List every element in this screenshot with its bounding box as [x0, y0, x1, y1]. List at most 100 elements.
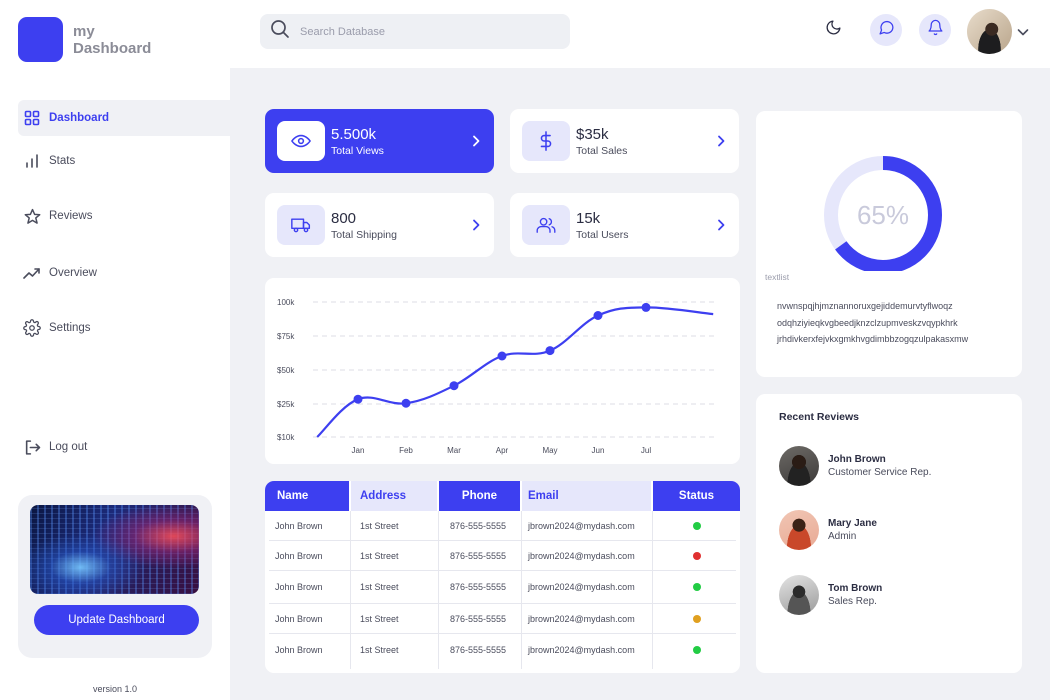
- logo-text: my Dashboard: [73, 23, 151, 57]
- sidebar-item-settings[interactable]: Settings: [18, 310, 230, 346]
- sidebar-item-dashboard[interactable]: Dashboard: [18, 100, 230, 136]
- cell-status: [653, 511, 740, 540]
- stat-value: 5.500k: [331, 125, 377, 143]
- stat-text: 15k Total Users: [576, 210, 629, 241]
- data-point[interactable]: [449, 381, 459, 391]
- column-divider: [438, 511, 439, 669]
- data-point[interactable]: [641, 302, 651, 312]
- chevron-right-icon[interactable]: [713, 133, 729, 149]
- table-row[interactable]: John Brown 1st Street 876-555-5555 jbrown20…: [269, 511, 736, 541]
- reviewer-name: John Brown: [828, 454, 886, 465]
- logout-button[interactable]: Log out: [18, 429, 230, 465]
- logo-mark: [18, 17, 63, 62]
- column-divider: [350, 511, 351, 669]
- column-divider: [652, 511, 653, 669]
- update-dashboard-button[interactable]: Update Dashboard: [34, 605, 199, 635]
- donut-chart: 65%: [824, 156, 942, 271]
- chevron-right-icon[interactable]: [713, 217, 729, 233]
- status-dot: [692, 614, 701, 623]
- user-avatar[interactable]: [967, 9, 1012, 54]
- textlist-line: odqhziyieqkvgbeedjknzclzupmveskzvqypkhrk: [777, 317, 958, 328]
- column-header-address[interactable]: Address: [351, 481, 437, 511]
- reviewer-name: Mary Jane: [828, 518, 877, 529]
- cell-status: [653, 571, 740, 603]
- table-row[interactable]: John Brown 1st Street 876-555-5555 jbrown20…: [269, 634, 736, 666]
- messages-button[interactable]: [870, 14, 902, 46]
- status-dot: [692, 521, 701, 530]
- table-row[interactable]: John Brown 1st Street 876-555-5555 jbrown20…: [269, 571, 736, 604]
- column-divider: [521, 511, 522, 669]
- x-tick-label: Jan: [352, 446, 365, 455]
- table-header: Name Address Phone Email Status: [265, 481, 740, 511]
- sidebar-item-overview[interactable]: Overview: [18, 255, 230, 291]
- stat-card-users[interactable]: 15k Total Users: [510, 193, 739, 257]
- column-header-email[interactable]: Email: [522, 481, 651, 511]
- donut-progress-arc: [824, 156, 942, 271]
- stat-label: Total Sales: [576, 144, 628, 157]
- data-point[interactable]: [497, 351, 507, 361]
- column-header-name[interactable]: Name: [265, 481, 349, 511]
- stat-card-shipping[interactable]: 800 Total Shipping: [265, 193, 494, 257]
- cell-email: jbrown2024@mydash.com: [528, 520, 635, 531]
- cell-name: John Brown: [275, 582, 323, 592]
- stat-label: Total Shipping: [331, 228, 397, 241]
- review-item[interactable]: John Brown Customer Service Rep.: [779, 446, 1009, 486]
- search-input[interactable]: [300, 25, 550, 38]
- cell-phone: 876-555-5555: [450, 613, 507, 624]
- y-tick-label: $50k: [277, 366, 295, 375]
- cell-address: 1st Street: [360, 520, 399, 531]
- recent-reviews-card: Recent Reviews John Brown Customer Servi…: [756, 394, 1022, 673]
- logo-line-1: my: [73, 22, 95, 40]
- cell-phone: 876-555-5555: [450, 582, 507, 592]
- stat-card-views[interactable]: 5.500k Total Views: [265, 109, 494, 173]
- textlist-line: jrhdivkerxfejvkxgmkhvgdimbbzogqzulpakasx…: [777, 334, 969, 344]
- cell-status: [653, 634, 740, 666]
- cell-email: jbrown2024@mydash.com: [528, 582, 635, 592]
- data-point[interactable]: [593, 311, 603, 320]
- stat-value: 800: [331, 209, 357, 227]
- review-text: Tom Brown Sales Rep.: [828, 583, 882, 607]
- sidebar-item-stats[interactable]: Stats: [18, 143, 230, 179]
- column-header-phone[interactable]: Phone: [439, 481, 520, 511]
- line-chart-card: 100k $75k $50k $25k $10k Jan Feb Mar Apr May Jun Ju…: [265, 278, 740, 464]
- promo-image: [30, 505, 199, 594]
- logo[interactable]: my Dashboard: [18, 17, 151, 62]
- progress-card: 65% textlist nvwnspqjhjmznannoruxgejidde…: [756, 111, 1022, 377]
- theme-toggle-button[interactable]: [817, 14, 849, 46]
- cell-address: 1st Street: [360, 582, 399, 592]
- x-tick-label: Apr: [496, 446, 509, 455]
- users-icon: [522, 205, 570, 245]
- notifications-button[interactable]: [919, 14, 951, 46]
- logout-label: Log out: [49, 441, 88, 453]
- avatar: [779, 575, 819, 615]
- stat-card-sales[interactable]: $35k Total Sales: [510, 109, 739, 173]
- sidebar-item-reviews[interactable]: Reviews: [18, 198, 230, 234]
- data-point[interactable]: [401, 398, 411, 408]
- x-tick-label: May: [542, 446, 557, 455]
- column-header-status[interactable]: Status: [653, 481, 740, 511]
- review-text: Mary Jane Admin: [828, 518, 877, 542]
- chevron-right-icon[interactable]: [468, 133, 484, 149]
- stat-label: Total Views: [331, 144, 384, 157]
- dollar-icon: [522, 121, 570, 161]
- cell-name: John Brown: [275, 520, 323, 531]
- chevron-right-icon[interactable]: [468, 217, 484, 233]
- review-item[interactable]: Mary Jane Admin: [779, 510, 1009, 550]
- x-tick-label: Jul: [641, 446, 651, 455]
- cell-address: 1st Street: [360, 550, 399, 561]
- series-line: [316, 306, 714, 438]
- review-item[interactable]: Tom Brown Sales Rep.: [779, 575, 1009, 615]
- table-row[interactable]: John Brown 1st Street 876-555-5555 jbrown20…: [269, 604, 736, 634]
- sidebar-item-label: Stats: [49, 155, 76, 167]
- table-row[interactable]: John Brown 1st Street 876-555-5555 jbrown20…: [269, 541, 736, 571]
- search-bar[interactable]: [260, 14, 570, 49]
- chevron-down-icon[interactable]: [1017, 24, 1029, 42]
- cell-address: 1st Street: [360, 613, 399, 624]
- reviewer-name: Tom Brown: [828, 583, 883, 594]
- data-point[interactable]: [353, 394, 363, 404]
- x-tick-label: Jun: [592, 446, 605, 455]
- y-tick-label: $75k: [277, 332, 295, 341]
- data-point[interactable]: [545, 346, 555, 356]
- chat-icon: [878, 19, 895, 41]
- cell-status: [653, 604, 740, 633]
